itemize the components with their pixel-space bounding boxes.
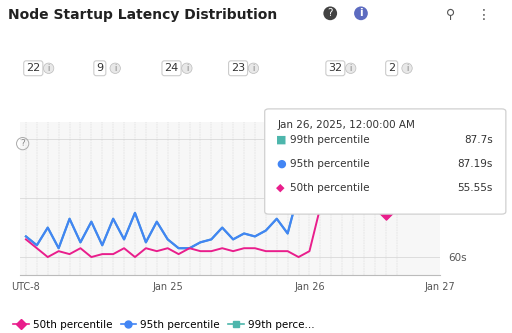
- Text: 99th percentile: 99th percentile: [290, 135, 370, 145]
- Legend: 50th percentile, 95th percentile, 99th perce...: 50th percentile, 95th percentile, 99th p…: [9, 316, 319, 333]
- Point: [382, 210, 390, 215]
- Text: i: i: [48, 64, 50, 73]
- Text: i: i: [350, 64, 352, 73]
- Text: 95th percentile: 95th percentile: [290, 159, 370, 169]
- Text: ⚲: ⚲: [446, 8, 455, 21]
- Text: ●: ●: [276, 159, 286, 169]
- Text: 32: 32: [328, 63, 343, 73]
- Text: 87.19s: 87.19s: [457, 159, 493, 169]
- Text: 87.7s: 87.7s: [464, 135, 493, 145]
- Text: 50th percentile: 50th percentile: [290, 183, 370, 193]
- Text: ◆: ◆: [276, 183, 285, 193]
- Text: ?: ?: [20, 139, 25, 148]
- Text: 9: 9: [96, 63, 103, 73]
- Text: 23: 23: [231, 63, 245, 73]
- Text: Jan 26, 2025, 12:00:00 AM: Jan 26, 2025, 12:00:00 AM: [278, 120, 416, 130]
- Text: ?: ?: [328, 8, 333, 18]
- Text: 22: 22: [26, 63, 40, 73]
- Text: 24: 24: [164, 63, 179, 73]
- Text: ■: ■: [276, 135, 287, 145]
- Text: 2: 2: [388, 63, 395, 73]
- Text: Node Startup Latency Distribution: Node Startup Latency Distribution: [8, 8, 277, 22]
- Text: i: i: [114, 64, 116, 73]
- Text: i: i: [186, 64, 188, 73]
- Point: [382, 175, 390, 180]
- Text: i: i: [406, 64, 408, 73]
- Text: i: i: [252, 64, 254, 73]
- Text: i: i: [359, 8, 363, 18]
- Text: 55.55s: 55.55s: [457, 183, 493, 193]
- Text: ⋮: ⋮: [477, 8, 491, 22]
